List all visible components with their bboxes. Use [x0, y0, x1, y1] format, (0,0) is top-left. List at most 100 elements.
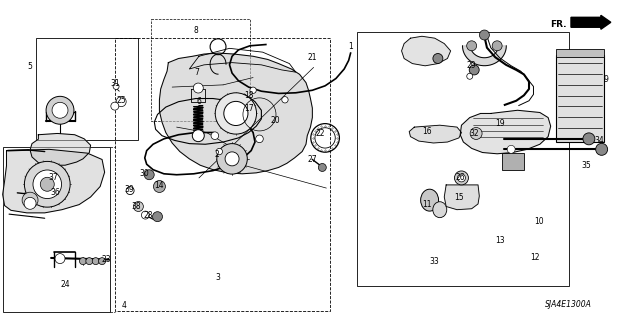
Polygon shape	[463, 46, 506, 66]
Text: 28: 28	[143, 211, 153, 219]
Circle shape	[492, 41, 502, 51]
Circle shape	[507, 145, 515, 153]
Bar	[151, 19, 250, 121]
Circle shape	[133, 202, 143, 211]
Text: 20: 20	[271, 116, 280, 125]
Ellipse shape	[433, 202, 447, 218]
Text: 21: 21	[308, 53, 317, 62]
Circle shape	[255, 135, 263, 143]
Polygon shape	[3, 149, 104, 213]
Circle shape	[113, 84, 119, 89]
Text: 12: 12	[531, 253, 540, 262]
Text: 27: 27	[308, 155, 317, 164]
Text: 11: 11	[422, 200, 432, 209]
Circle shape	[467, 41, 477, 51]
Text: 14: 14	[155, 182, 164, 190]
Text: 32: 32	[469, 129, 479, 138]
Circle shape	[52, 102, 68, 118]
Circle shape	[217, 144, 247, 174]
Text: 9: 9	[603, 75, 608, 84]
Polygon shape	[30, 133, 91, 165]
Circle shape	[141, 211, 149, 219]
Circle shape	[250, 87, 256, 93]
Text: 39: 39	[124, 185, 134, 195]
Text: 5: 5	[27, 62, 32, 71]
Text: 31: 31	[110, 79, 120, 88]
Bar	[3, 147, 109, 312]
Polygon shape	[460, 110, 550, 154]
Circle shape	[22, 192, 38, 208]
Circle shape	[596, 143, 607, 155]
Circle shape	[192, 130, 204, 142]
Text: 30: 30	[140, 169, 150, 178]
Circle shape	[154, 181, 165, 192]
Text: FR.: FR.	[550, 20, 567, 29]
Text: 19: 19	[495, 119, 504, 129]
Text: 35: 35	[582, 161, 591, 170]
Text: 18: 18	[244, 91, 253, 100]
Circle shape	[583, 133, 595, 145]
Text: 23: 23	[102, 255, 111, 264]
Polygon shape	[191, 89, 205, 102]
Text: 33: 33	[430, 257, 440, 266]
Circle shape	[433, 54, 443, 63]
Circle shape	[470, 128, 482, 139]
Text: 1: 1	[348, 42, 353, 51]
Circle shape	[40, 177, 54, 191]
Text: 13: 13	[495, 236, 504, 245]
Text: 7: 7	[195, 68, 200, 77]
Text: 25: 25	[116, 96, 126, 105]
Text: 15: 15	[454, 193, 464, 202]
Bar	[357, 32, 568, 286]
Text: 38: 38	[132, 202, 141, 211]
Text: 4: 4	[122, 301, 126, 310]
Circle shape	[86, 258, 93, 265]
Circle shape	[24, 197, 36, 209]
Circle shape	[458, 174, 465, 182]
Text: SJA4E1300A: SJA4E1300A	[545, 300, 592, 308]
Bar	[556, 55, 604, 142]
Polygon shape	[401, 36, 451, 66]
Polygon shape	[409, 125, 461, 143]
Circle shape	[469, 65, 479, 75]
Text: 34: 34	[594, 136, 604, 145]
FancyArrow shape	[571, 15, 611, 29]
Bar	[556, 49, 604, 57]
Text: 17: 17	[244, 104, 253, 113]
Circle shape	[33, 170, 61, 198]
Circle shape	[46, 96, 74, 124]
Bar	[36, 38, 138, 140]
Text: 2: 2	[214, 150, 219, 159]
Circle shape	[215, 93, 257, 134]
Circle shape	[454, 171, 468, 185]
Circle shape	[152, 212, 163, 222]
Bar	[115, 38, 330, 311]
Text: 29: 29	[467, 61, 476, 70]
Text: 36: 36	[51, 188, 60, 197]
Text: 6: 6	[196, 97, 202, 106]
Circle shape	[92, 258, 99, 265]
Circle shape	[282, 97, 288, 103]
Circle shape	[225, 152, 239, 166]
Circle shape	[193, 83, 204, 93]
Circle shape	[224, 101, 248, 125]
Circle shape	[111, 102, 119, 110]
Circle shape	[211, 132, 219, 139]
Text: 24: 24	[60, 279, 70, 288]
Circle shape	[99, 258, 106, 265]
Polygon shape	[159, 53, 312, 174]
Circle shape	[216, 148, 223, 155]
Text: 22: 22	[316, 129, 324, 138]
Text: 10: 10	[534, 217, 543, 226]
Ellipse shape	[420, 189, 438, 211]
Text: 16: 16	[422, 127, 432, 136]
Circle shape	[79, 258, 86, 265]
Polygon shape	[444, 185, 479, 210]
Circle shape	[318, 163, 326, 171]
Circle shape	[467, 73, 473, 79]
Circle shape	[479, 30, 490, 40]
Bar	[502, 152, 524, 170]
Text: 3: 3	[216, 272, 221, 281]
Circle shape	[24, 161, 70, 207]
Text: 8: 8	[193, 26, 198, 35]
